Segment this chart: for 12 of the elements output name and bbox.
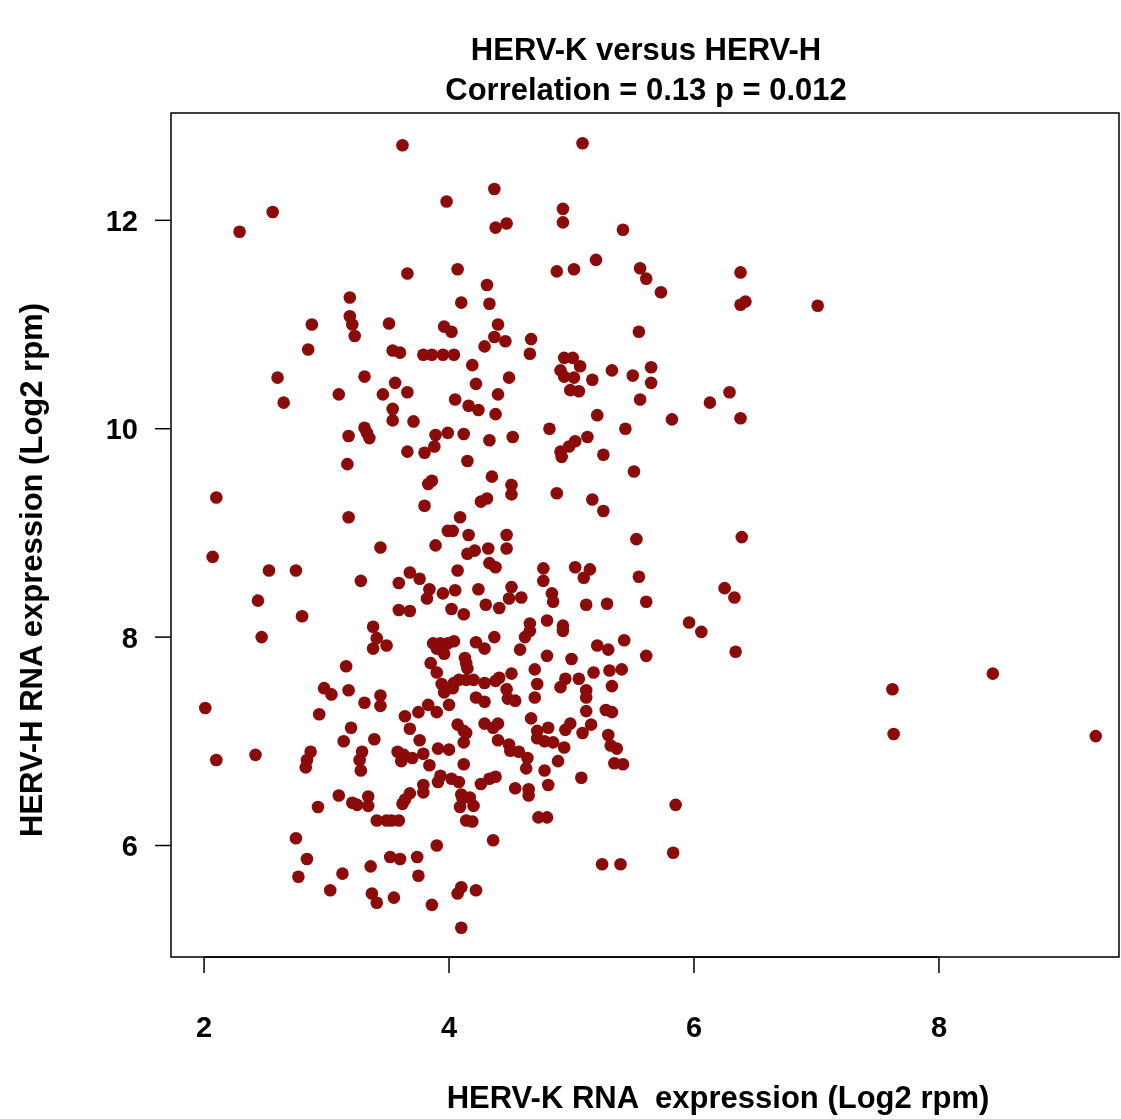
- chart-subtitle: Correlation = 0.13 p = 0.012: [445, 72, 847, 107]
- x-tick-label: 2: [196, 1011, 213, 1043]
- chart-title: HERV-K versus HERV-H: [470, 32, 822, 67]
- y-tick-label: 8: [121, 621, 138, 654]
- y-tick-label: 10: [105, 413, 138, 446]
- y-tick-label: 6: [121, 829, 138, 862]
- x-tick-label: 6: [685, 1011, 703, 1043]
- x-tick-label: 8: [930, 1011, 948, 1043]
- x-axis-title: HERV-K RNA expression (Log2 rpm): [446, 1080, 990, 1115]
- y-axis-title: HERV-H RNA expression (Log2 rpm): [14, 303, 49, 837]
- y-tick-label: 12: [105, 204, 138, 237]
- x-tick-label: 4: [440, 1011, 458, 1043]
